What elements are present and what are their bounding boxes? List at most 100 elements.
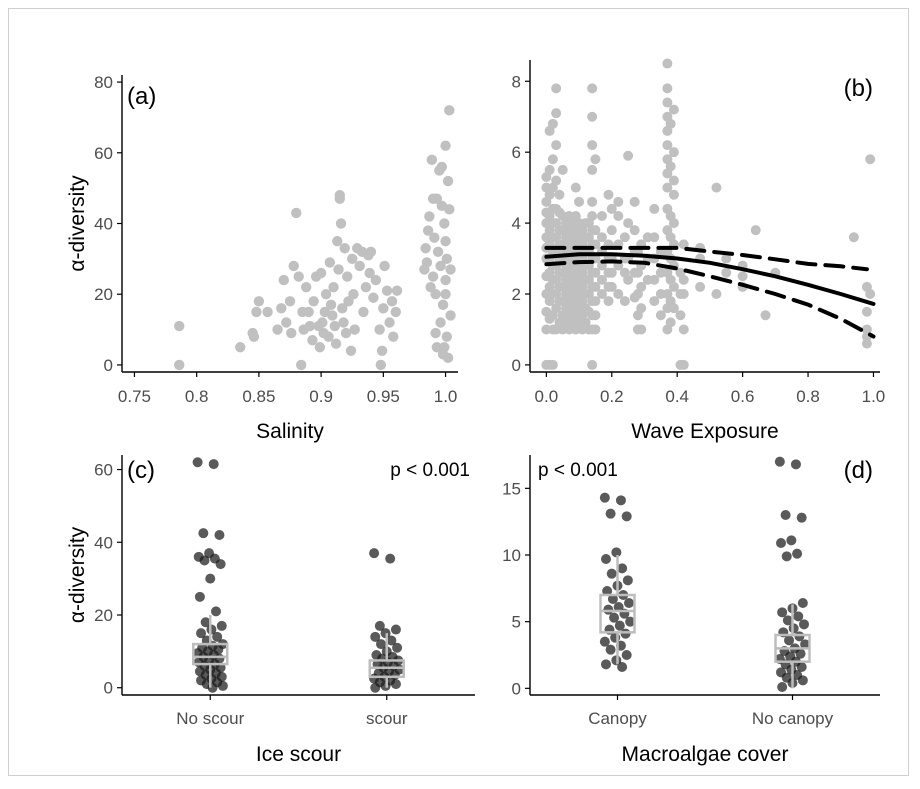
p-value-annotation: p < 0.001: [538, 460, 618, 481]
data-point: [432, 246, 444, 257]
data-point: [629, 196, 640, 207]
fit-upper-ci: [544, 245, 869, 272]
data-point: [323, 331, 334, 342]
data-point: [381, 285, 393, 296]
data-point: [613, 289, 624, 299]
data-point: [668, 175, 679, 186]
data-point: [551, 175, 562, 186]
data-point: [596, 289, 607, 299]
data-point: [606, 267, 617, 278]
data-point: [435, 317, 446, 328]
category-label: No canopy: [752, 709, 834, 728]
data-point: [216, 620, 227, 631]
data-point: [547, 359, 558, 370]
data-point: [570, 182, 581, 193]
data-point: [602, 586, 613, 596]
data-point: [174, 359, 185, 371]
data-point: [212, 631, 223, 642]
data-point: [587, 83, 598, 94]
data-point: [440, 235, 451, 247]
data-point: [606, 225, 617, 236]
data-point: [795, 648, 806, 659]
data-point: [378, 303, 389, 314]
data-point: [780, 510, 791, 520]
data-point: [678, 324, 689, 335]
data-point: [439, 342, 450, 353]
data-point: [374, 620, 385, 631]
data-point: [711, 289, 722, 299]
y-axis-title: α-diversity: [66, 526, 89, 623]
data-point: [544, 164, 555, 175]
x-tick-label: 0.8: [185, 387, 209, 406]
data-point: [611, 547, 622, 558]
category-label: Canopy: [588, 709, 647, 728]
data-point: [557, 164, 568, 175]
data-point: [606, 203, 617, 214]
data-point: [429, 232, 440, 243]
data-point: [235, 342, 246, 353]
data-point: [392, 642, 403, 653]
data-point: [678, 239, 689, 250]
data-point: [662, 58, 673, 69]
data-point: [354, 260, 365, 272]
data-point: [800, 639, 811, 650]
data-point: [327, 310, 338, 321]
data-point: [796, 512, 807, 523]
data-point: [665, 118, 676, 129]
data-point: [303, 306, 314, 318]
data-point: [430, 327, 441, 339]
data-point: [272, 324, 283, 335]
data-point: [431, 342, 443, 353]
data-point: [797, 675, 808, 686]
data-point: [338, 317, 349, 328]
data-point: [599, 636, 610, 647]
data-point: [649, 232, 660, 243]
data-point: [636, 281, 647, 292]
data-point: [799, 619, 809, 630]
data-point: [606, 281, 617, 292]
data-point: [347, 253, 358, 265]
data-point: [386, 635, 397, 646]
data-point: [442, 352, 454, 364]
data-point: [865, 289, 876, 299]
data-point: [288, 260, 299, 272]
data-point: [291, 207, 302, 219]
data-point: [333, 264, 344, 275]
data-point: [390, 679, 401, 690]
data-point: [662, 83, 673, 94]
data-point: [194, 591, 205, 602]
data-point: [662, 182, 673, 193]
data-point: [587, 211, 598, 221]
data-point: [199, 555, 210, 566]
data-point: [307, 334, 318, 346]
data-point: [440, 289, 451, 300]
data-point: [248, 331, 260, 342]
y-tick-label: 15: [502, 479, 521, 498]
data-point: [284, 296, 296, 307]
p-value-annotation: p < 0.001: [390, 460, 470, 481]
data-point: [376, 639, 386, 650]
x-tick-label: 0.4: [665, 387, 689, 406]
box-iqr: [599, 593, 636, 634]
data-point: [317, 317, 328, 328]
data-point: [320, 289, 332, 300]
data-point: [609, 612, 620, 623]
data-point: [590, 324, 601, 335]
x-axis-title: Macroalgae cover: [622, 743, 789, 766]
data-point: [329, 320, 340, 332]
data-point: [619, 232, 630, 243]
data-point: [781, 551, 792, 562]
data-point: [774, 456, 785, 467]
data-point: [623, 218, 634, 229]
data-point: [601, 554, 611, 564]
data-point: [368, 292, 379, 303]
data-point: [711, 182, 722, 193]
data-point: [196, 628, 207, 639]
data-point: [281, 317, 292, 328]
data-point: [596, 232, 607, 243]
data-point: [325, 299, 337, 311]
data-point: [695, 281, 706, 292]
data-point: [655, 310, 666, 321]
fit-line: [544, 252, 876, 306]
